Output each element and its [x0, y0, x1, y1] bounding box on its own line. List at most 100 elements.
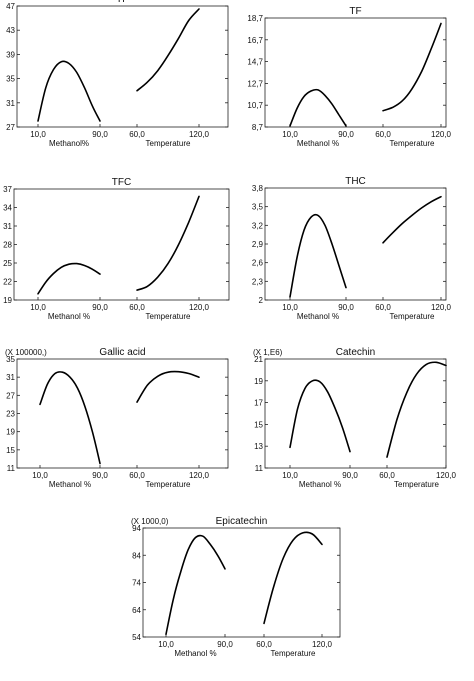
- x-tick-label: 60,0: [375, 130, 391, 139]
- x-tick-label: 90,0: [342, 471, 358, 480]
- chart-title: TP: [116, 0, 129, 5]
- y-tick-label: 3,8: [252, 184, 264, 193]
- x-axis-label: Temperature: [146, 480, 191, 489]
- x-tick-label: 60,0: [129, 130, 145, 139]
- x-axis-label: Temperature: [146, 139, 191, 148]
- y-tick-label: 28: [3, 241, 12, 250]
- x-tick-label: 120,0: [431, 130, 452, 139]
- x-tick-label: 90,0: [92, 130, 108, 139]
- y-tick-label: 12,7: [247, 79, 263, 88]
- x-tick-label: 120,0: [312, 640, 333, 649]
- x-tick-label: 10,0: [30, 303, 46, 312]
- series-line-1: [136, 8, 200, 92]
- y-tick-label: 2: [259, 296, 264, 305]
- series-line-0: [289, 88, 347, 127]
- y-tick-label: 27: [6, 123, 15, 132]
- x-tick-label: 90,0: [338, 130, 354, 139]
- y-tick-label: 2,6: [252, 259, 264, 268]
- x-tick-label: 90,0: [92, 303, 108, 312]
- x-axis-label: Methanol %: [297, 312, 339, 321]
- y-tick-label: 19: [254, 377, 263, 386]
- x-tick-label: 10,0: [30, 130, 46, 139]
- x-axis-label: Methanol %: [297, 139, 339, 148]
- plot-frame: [264, 17, 447, 128]
- x-axis-label: Temperature: [271, 649, 316, 658]
- y-tick-label: 19: [6, 428, 15, 437]
- series-line-0: [37, 262, 101, 295]
- y-tick-label: 47: [6, 2, 15, 11]
- y-tick-label: 13: [254, 442, 263, 451]
- plot-frame: [264, 358, 447, 469]
- series-line-0: [165, 534, 226, 636]
- x-axis-label: Temperature: [390, 139, 435, 148]
- y-tick-label: 18,7: [247, 14, 263, 23]
- x-tick-label: 60,0: [129, 471, 145, 480]
- x-axis-label: Temperature: [394, 480, 439, 489]
- y-tick-label: 17: [254, 399, 263, 408]
- series-line-1: [263, 531, 323, 625]
- x-tick-label: 10,0: [158, 640, 174, 649]
- y-tick-label: 21: [254, 355, 263, 364]
- x-axis-label: Methanol %: [49, 480, 91, 489]
- plot-frame: [16, 5, 229, 128]
- y-tick-label: 3,5: [252, 203, 264, 212]
- chart-title: TFC: [112, 177, 131, 188]
- chart-title: Gallic acid: [99, 347, 145, 358]
- series-line-1: [136, 195, 200, 291]
- y-tick-label: 39: [6, 50, 15, 59]
- y-tick-label: 54: [132, 633, 141, 642]
- chart-5: Catechin (X 1,E6) 11 13 15 17 19 21 10,0 90,0Meth…: [253, 347, 457, 489]
- chart-title: THC: [345, 176, 366, 187]
- y-tick-label: 35: [6, 75, 15, 84]
- chart-title: TF: [349, 6, 361, 17]
- x-tick-label: 60,0: [379, 471, 395, 480]
- x-tick-label: 90,0: [217, 640, 233, 649]
- series-line-1: [386, 361, 447, 458]
- y-tick-label: 27: [6, 391, 15, 400]
- y-tick-label: 2,9: [252, 240, 264, 249]
- y-multiplier: (X 1000,0): [131, 517, 169, 526]
- y-tick-label: 2,3: [252, 277, 264, 286]
- y-tick-label: 23: [6, 410, 15, 419]
- y-tick-label: 3,2: [252, 221, 264, 230]
- x-axis-label: Temperature: [146, 312, 191, 321]
- y-tick-label: 31: [6, 373, 15, 382]
- y-tick-label: 35: [6, 355, 15, 364]
- plot-frame: [13, 188, 230, 301]
- x-tick-label: 10,0: [282, 303, 298, 312]
- y-tick-label: 34: [3, 204, 12, 213]
- x-tick-label: 10,0: [32, 471, 48, 480]
- series-line-0: [37, 60, 101, 122]
- chart-6: Epicatechin (X 1000,0) 54 64 74 84 94 10,0 90,0M…: [131, 516, 341, 658]
- x-tick-label: 10,0: [282, 130, 298, 139]
- x-tick-label: 120,0: [436, 471, 457, 480]
- y-tick-label: 37: [3, 185, 12, 194]
- y-tick-label: 94: [132, 524, 141, 533]
- x-axis-label: Methanol %: [174, 649, 216, 658]
- series-line-1: [136, 370, 200, 403]
- x-axis-label: Methanol%: [49, 139, 89, 148]
- chart-4: Gallic acid (X 100000,) 11 15 19 23 27 31 35 10,0…: [5, 347, 229, 489]
- x-axis-label: Methanol %: [299, 480, 341, 489]
- x-tick-label: 120,0: [431, 303, 452, 312]
- x-tick-label: 90,0: [92, 471, 108, 480]
- y-tick-label: 22: [3, 278, 12, 287]
- y-tick-label: 14,7: [247, 58, 263, 67]
- series-line-1: [382, 195, 442, 244]
- plot-frame: [142, 527, 341, 638]
- x-tick-label: 90,0: [338, 303, 354, 312]
- x-tick-label: 120,0: [189, 130, 210, 139]
- x-tick-label: 120,0: [189, 303, 210, 312]
- series-line-0: [289, 379, 351, 453]
- series-line-0: [39, 371, 101, 465]
- x-tick-label: 10,0: [282, 471, 298, 480]
- series-line-1: [382, 22, 442, 112]
- y-tick-label: 10,7: [247, 101, 263, 110]
- chart-title: Epicatechin: [216, 516, 268, 527]
- y-tick-label: 8,7: [252, 123, 264, 132]
- y-tick-label: 15: [6, 446, 15, 455]
